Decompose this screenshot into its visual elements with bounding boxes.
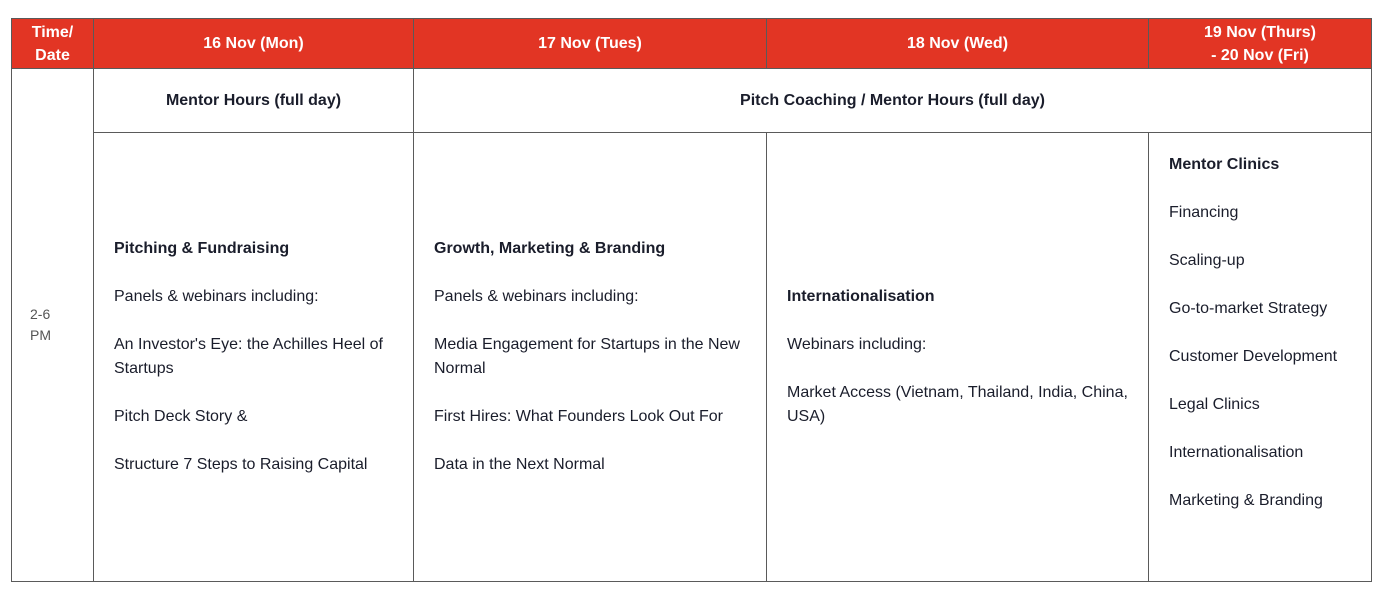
- pitch-coaching-bar: Pitch Coaching / Mentor Hours (full day): [413, 68, 1372, 133]
- clinic-item: Scaling-up: [1169, 252, 1245, 269]
- session-title: Growth, Marketing & Branding: [434, 240, 666, 257]
- clinic-item: Legal Clinics: [1169, 396, 1260, 413]
- session-title: Pitching & Fundraising: [114, 240, 290, 257]
- session-line: Pitch Deck Story &: [114, 408, 248, 425]
- clinic-item: Customer Development: [1169, 348, 1338, 365]
- schedule-table: Time/ Date 16 Nov (Mon) 17 Nov (Tues) 18…: [11, 18, 1372, 582]
- content-cell-mon: Pitching & Fundraising Panels & webinars…: [93, 132, 414, 582]
- session-line: Webinars including:: [787, 336, 927, 353]
- clinic-item: Go-to-market Strategy: [1169, 300, 1328, 317]
- clinic-item: Internationalisation: [1169, 444, 1304, 461]
- clinic-item: Financing: [1169, 204, 1239, 221]
- session-title: Internationalisation: [787, 288, 935, 305]
- session-line: Market Access (Vietnam, Thailand, India,…: [787, 384, 1128, 425]
- session-line: First Hires: What Founders Look Out For: [434, 408, 723, 425]
- session-title: Mentor Clinics: [1169, 156, 1280, 173]
- header-day-tue: 17 Nov (Tues): [413, 18, 767, 69]
- mentor-hours-bar: Mentor Hours (full day): [93, 68, 414, 133]
- clinic-item: Marketing & Branding: [1169, 492, 1323, 509]
- session-line: An Investor's Eye: the Achilles Heel of …: [114, 336, 383, 377]
- time-slot: 2-6 PM: [11, 68, 94, 582]
- session-line: Media Engagement for Startups in the New…: [434, 336, 740, 377]
- header-day-wed: 18 Nov (Wed): [766, 18, 1149, 69]
- session-line: Panels & webinars including:: [114, 288, 319, 305]
- header-time-date: Time/ Date: [11, 18, 94, 69]
- content-cell-tue: Growth, Marketing & Branding Panels & we…: [413, 132, 767, 582]
- header-day-thu-fri: 19 Nov (Thurs) - 20 Nov (Fri): [1148, 18, 1372, 69]
- header-row: Time/ Date 16 Nov (Mon) 17 Nov (Tues) 18…: [11, 18, 1372, 69]
- content-cell-wed: Internationalisation Webinars including:…: [766, 132, 1149, 582]
- session-line: Panels & webinars including:: [434, 288, 639, 305]
- session-line: Structure 7 Steps to Raising Capital: [114, 456, 368, 473]
- session-line: Data in the Next Normal: [434, 456, 605, 473]
- content-row: Pitching & Fundraising Panels & webinars…: [12, 132, 1372, 582]
- content-cell-thu-fri: Mentor Clinics Financing Scaling-up Go-t…: [1148, 132, 1372, 582]
- bar-row: 2-6 PM Mentor Hours (full day) Pitch Coa…: [11, 68, 1372, 582]
- header-day-mon: 16 Nov (Mon): [93, 18, 414, 69]
